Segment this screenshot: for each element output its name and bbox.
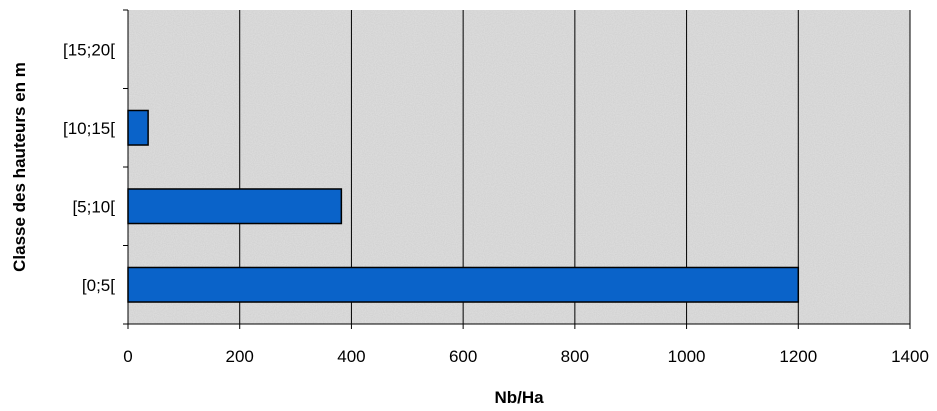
axes [123, 9, 911, 329]
x-tick-label-5: 1000 [668, 347, 706, 366]
x-tick-label-1: 200 [226, 347, 254, 366]
x-axis-title: Nb/Ha [494, 388, 544, 407]
bar-0 [127, 266, 800, 303]
x-tick-label-2: 400 [337, 347, 365, 366]
x-tick-labels: 0 200 400 600 800 1000 1200 1400 [123, 347, 929, 366]
bar-2 [127, 109, 149, 146]
y-axis-title: Classe des hauteurs en m [10, 62, 29, 272]
bar-1 [127, 188, 343, 225]
y-tick-label-0: [0;5[ [82, 276, 115, 295]
x-tick-label-4: 800 [561, 347, 589, 366]
y-tick-label-3: [15;20[ [63, 40, 115, 59]
x-tick-label-3: 600 [449, 347, 477, 366]
bars [127, 109, 800, 303]
y-tick-label-1: [5;10[ [72, 197, 115, 216]
x-tick-label-0: 0 [123, 347, 132, 366]
y-tick-label-2: [10;15[ [63, 119, 115, 138]
y-tick-labels: [0;5[ [5;10[ [10;15[ [15;20[ [63, 40, 115, 295]
x-tick-label-7: 1400 [891, 347, 929, 366]
x-tick-label-6: 1200 [779, 347, 817, 366]
